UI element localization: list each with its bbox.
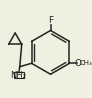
FancyBboxPatch shape [14,72,24,78]
Text: CH₃: CH₃ [79,60,92,66]
Text: F: F [48,16,53,25]
Text: NH₂: NH₂ [10,71,26,80]
Text: O: O [74,59,81,68]
